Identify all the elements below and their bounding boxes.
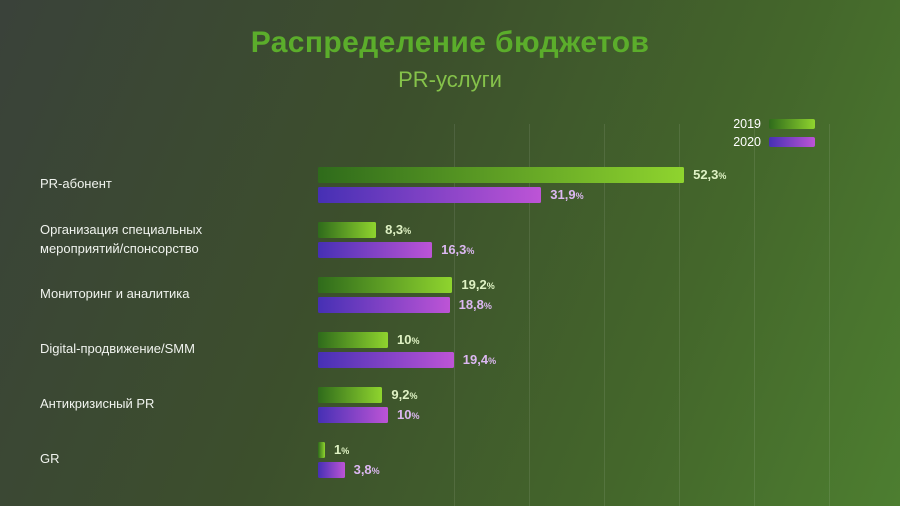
category-label-line: Мониторинг и аналитика	[40, 286, 190, 302]
value-number-2020: 16,3	[441, 242, 467, 257]
value-label-2020: 16,3%	[441, 243, 474, 256]
legend-item-2020: 2020	[733, 135, 815, 149]
bar-line-2019: 52,3%	[318, 166, 726, 183]
category-label-line: Организация специальных	[40, 221, 203, 237]
chart-row: Антикризисный PR 9,2% 10%	[40, 377, 900, 432]
value-label-2020: 10%	[397, 408, 419, 421]
value-number-2020: 18,8	[458, 297, 484, 312]
bar-line-2020: 16,3%	[318, 241, 474, 258]
value-label-2020: 19,4%	[463, 353, 496, 366]
category-label: PR-абонент	[40, 175, 318, 194]
chart-subtitle: PR-услуги	[398, 67, 502, 92]
bar-line-2019: 1%	[318, 441, 380, 458]
value-unit: %	[575, 191, 584, 201]
chart-title: Распределение бюджетов	[250, 26, 650, 59]
legend-item-2019: 2019	[733, 117, 815, 131]
bar-line-2020: 18,8%	[318, 296, 495, 313]
value-label-2020: 18,8%	[459, 298, 492, 311]
value-unit: %	[483, 301, 492, 311]
bar-pair: 19,2% 18,8%	[318, 276, 495, 313]
legend-swatch-2019	[769, 119, 815, 129]
chart-row: Организация специальных мероприятий/спонс…	[40, 212, 900, 267]
category-label-line: Digital-продвижение/SMM	[40, 341, 195, 357]
value-number-2019: 9,2	[391, 387, 410, 402]
value-label-2020: 3,8%	[354, 463, 380, 476]
bar-line-2020: 10%	[318, 406, 419, 423]
bar-2019	[318, 441, 325, 458]
value-label-2019: 19,2%	[461, 278, 494, 291]
bar-line-2019: 8,3%	[318, 221, 474, 238]
category-label-line: PR-абонент	[40, 176, 112, 192]
value-number-2020: 31,9	[550, 187, 576, 202]
value-label-2019: 1%	[334, 443, 349, 456]
value-number-2019: 8,3	[385, 222, 404, 237]
bar-2020	[318, 351, 454, 368]
category-label: GR	[40, 450, 318, 469]
chart-rows: PR-абонент 52,3% 31,9% Организация специ…	[40, 157, 900, 487]
value-unit: %	[411, 336, 420, 346]
chart-row: GR 1% 3,8%	[40, 432, 900, 487]
value-number-2020: 3,8	[353, 462, 372, 477]
bar-pair: 1% 3,8%	[318, 441, 380, 478]
bar-2019	[318, 331, 388, 348]
value-unit: %	[488, 356, 497, 366]
bar-line-2020: 31,9%	[318, 186, 726, 203]
bar-2019	[318, 221, 377, 238]
bar-2020	[318, 406, 388, 423]
category-label-line: мероприятий/спонсорство	[40, 240, 199, 256]
category-label: Организация специальных мероприятий/спонс…	[40, 221, 318, 259]
value-number-2019: 10	[397, 332, 412, 347]
bar-2020	[318, 186, 542, 203]
category-label: Мониторинг и аналитика	[40, 285, 318, 304]
value-label-2020: 31,9%	[550, 188, 583, 201]
bar-2019	[318, 166, 685, 183]
bar-2020	[318, 461, 345, 478]
category-label-line: Антикризисный PR	[40, 396, 155, 412]
value-number-2020: 19,4	[462, 352, 489, 367]
bar-pair: 10% 19,4%	[318, 331, 496, 368]
category-label-line: GR	[40, 451, 60, 467]
value-unit: %	[403, 226, 412, 236]
value-label-2019: 8,3%	[385, 223, 411, 236]
value-number-2019: 52,3	[693, 167, 719, 182]
bar-pair: 8,3% 16,3%	[318, 221, 474, 258]
legend-swatch-2020	[769, 137, 815, 147]
bar-line-2019: 9,2%	[318, 386, 419, 403]
chart-row: Digital-продвижение/SMM 10% 19,4%	[40, 322, 900, 377]
value-label-2019: 10%	[397, 333, 419, 346]
bar-2020	[318, 241, 433, 258]
bar-2019	[318, 386, 383, 403]
bar-pair: 52,3% 31,9%	[318, 166, 726, 203]
bar-line-2020: 19,4%	[318, 351, 496, 368]
value-number-2019: 1	[334, 442, 342, 457]
bar-pair: 9,2% 10%	[318, 386, 419, 423]
chart-row: PR-абонент 52,3% 31,9%	[40, 157, 900, 212]
bar-2020	[318, 296, 450, 313]
category-label: Антикризисный PR	[40, 395, 318, 414]
legend: 2019 2020	[733, 117, 815, 149]
bar-line-2020: 3,8%	[318, 461, 380, 478]
bar-2019	[318, 276, 453, 293]
value-number-2019: 19,2	[461, 277, 487, 292]
value-unit: %	[341, 446, 350, 456]
bar-line-2019: 19,2%	[318, 276, 495, 293]
value-unit: %	[718, 171, 727, 181]
chart-row: Мониторинг и аналитика 19,2% 18,8%	[40, 267, 900, 322]
value-unit: %	[466, 246, 475, 256]
value-unit: %	[371, 466, 380, 476]
legend-label-2020: 2020	[733, 135, 761, 149]
value-unit: %	[486, 281, 495, 291]
value-number-2020: 10	[397, 407, 412, 422]
legend-label-2019: 2019	[733, 117, 761, 131]
bar-line-2019: 10%	[318, 331, 496, 348]
value-unit: %	[411, 411, 420, 421]
category-label: Digital-продвижение/SMM	[40, 340, 318, 359]
value-label-2019: 52,3%	[693, 168, 726, 181]
value-label-2019: 9,2%	[391, 388, 417, 401]
value-unit: %	[409, 391, 418, 401]
